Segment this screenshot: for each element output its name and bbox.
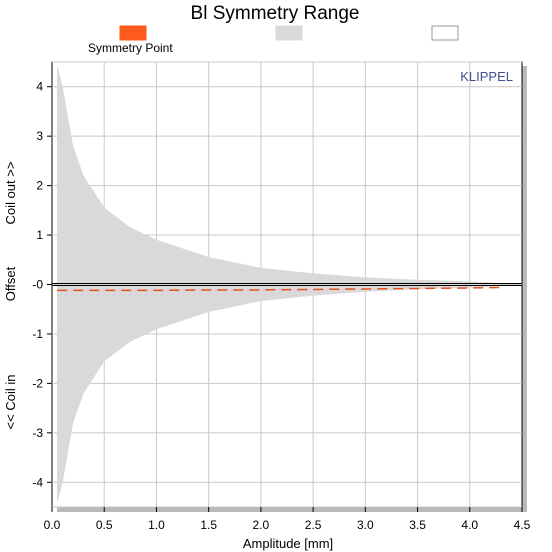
plot-shadow-bottom (57, 506, 527, 512)
y-tick-label-3: -1 (32, 327, 43, 341)
x-tick-label-0: 0.0 (44, 518, 61, 532)
plot-shadow-right (521, 66, 527, 511)
y-axis-label-coil-out: Coil out >> (3, 162, 18, 225)
x-tick-label-2: 1.0 (148, 518, 165, 532)
y-tick-label-7: 3 (36, 129, 43, 143)
y-axis-label-coil-in: << Coil in (3, 375, 18, 430)
watermark-klippel: KLIPPEL (460, 69, 513, 84)
legend: Symmetry Point (88, 25, 459, 55)
y-tick-label-8: 4 (36, 80, 43, 94)
x-tick-label-6: 3.0 (357, 518, 374, 532)
legend-label-symmetry-point: Symmetry Point (88, 41, 173, 55)
x-tick-label-8: 4.0 (461, 518, 478, 532)
x-tick-label-3: 1.5 (200, 518, 217, 532)
legend-swatch-symmetry-point (119, 25, 147, 41)
y-tick-label-5: 1 (36, 228, 43, 242)
y-axis-label-offset: Offset (3, 266, 18, 301)
chart-title: Bl Symmetry Range (191, 3, 360, 24)
series-lines (52, 283, 522, 292)
y-tick-label-6: 2 (36, 179, 43, 193)
x-tick-label-9: 4.5 (514, 518, 531, 532)
legend-swatch-empty (431, 25, 459, 41)
x-axis-ticks: 0.0 0.5 1.0 1.5 2.0 2.5 3.0 3.5 4.0 4.5 (44, 507, 531, 532)
x-tick-label-5: 2.5 (305, 518, 322, 532)
y-tick-label-0: -4 (32, 475, 43, 489)
x-axis-label: Amplitude [mm] (243, 536, 333, 551)
symmetry-point-line (57, 286, 502, 292)
y-tick-label-2: -2 (32, 376, 43, 390)
y-tick-label-1: -3 (32, 426, 43, 440)
x-tick-label-1: 0.5 (96, 518, 113, 532)
y-tick-label-4: -0 (32, 278, 43, 292)
x-tick-label-4: 2.0 (253, 518, 270, 532)
legend-swatch-range (275, 25, 303, 41)
x-tick-label-7: 3.5 (409, 518, 426, 532)
y-axis-ticks: -4 -3 -2 -1 -0 1 2 3 4 (32, 80, 52, 489)
